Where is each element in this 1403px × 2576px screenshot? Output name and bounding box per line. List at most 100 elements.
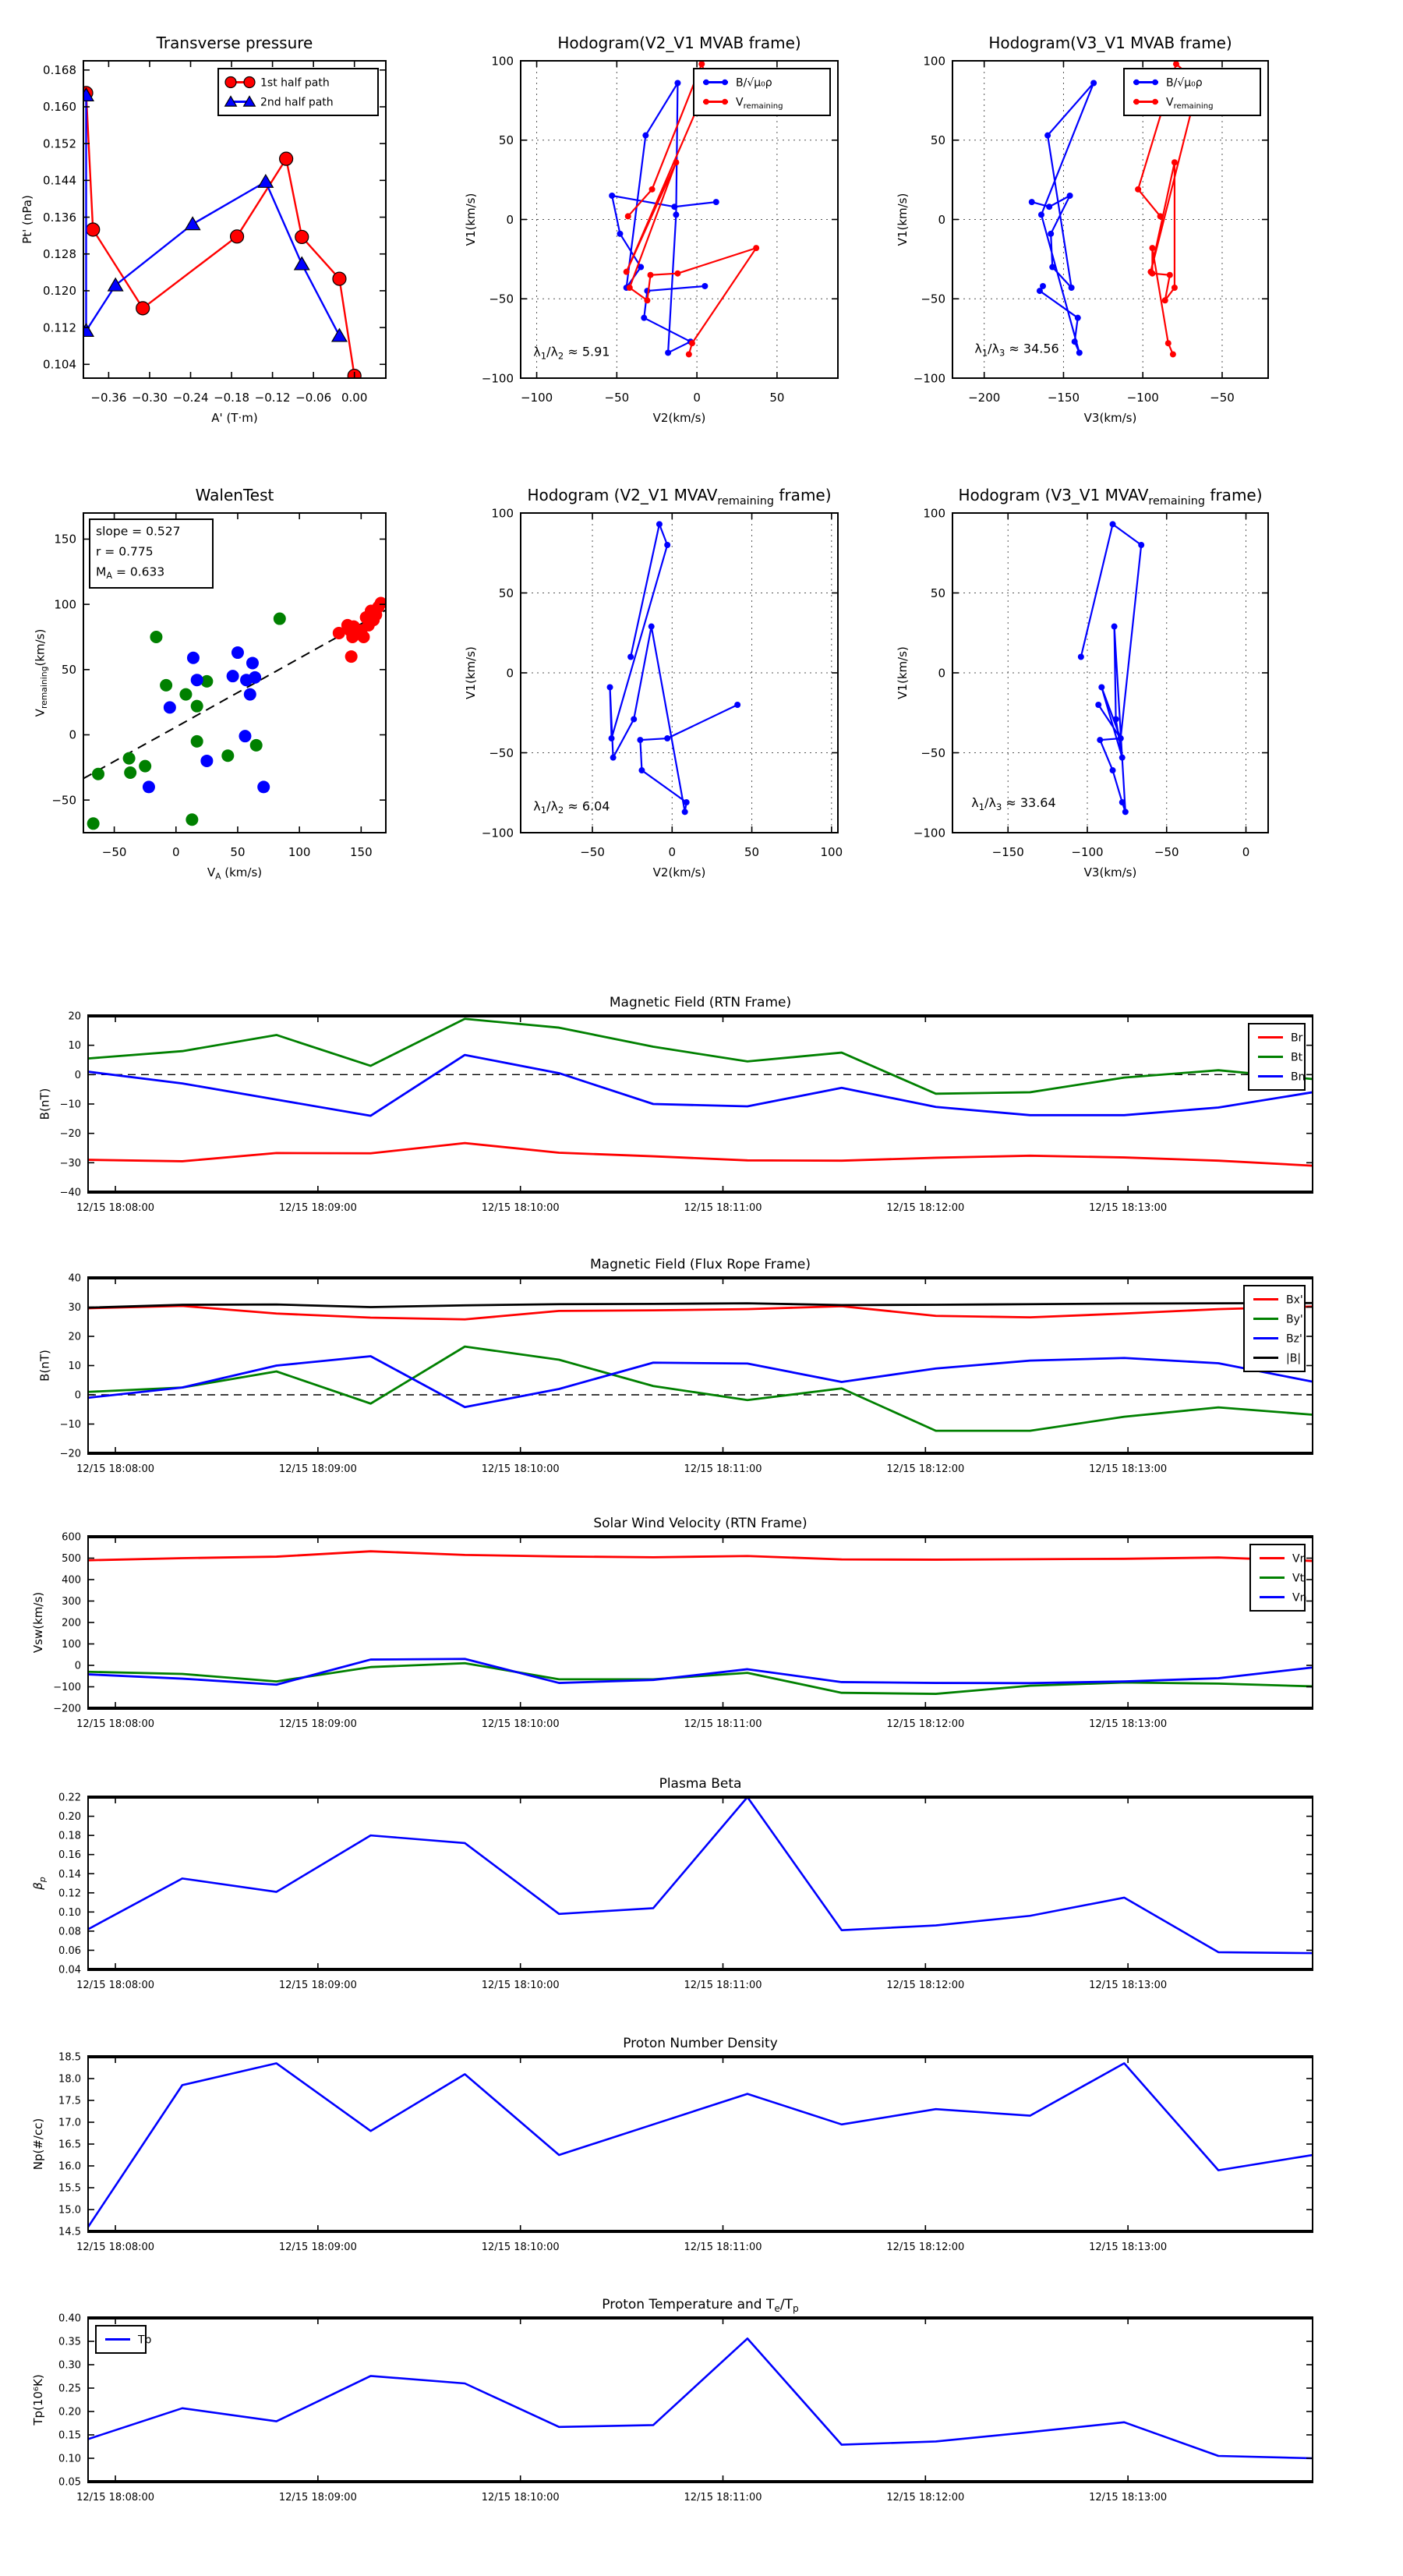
x-tick-label: 50 <box>744 845 759 859</box>
x-tick-label: −50 <box>102 845 127 859</box>
y-tick-label: 100 <box>923 54 945 68</box>
legend-marker <box>703 79 709 86</box>
data-point-scatter-green <box>249 738 263 752</box>
y-tick-label: −100 <box>53 1682 81 1693</box>
data-point-b-alfven <box>702 282 709 289</box>
data-point-scatter-blue <box>186 651 200 664</box>
y-tick-label: 0 <box>75 1390 81 1402</box>
data-point-scatter-blue <box>142 780 155 794</box>
legend-label: Bn <box>1291 1070 1305 1083</box>
legend-label: B/√μ₀ρ <box>736 76 772 89</box>
y-tick-label: 0.06 <box>58 1945 81 1957</box>
y-tick-label: 0.10 <box>58 1907 81 1919</box>
data-point-v-remaining <box>1171 159 1178 166</box>
y-tick-label: 0 <box>69 728 76 742</box>
legend-marker <box>703 98 709 105</box>
legend: B/√μ₀ρ Vremaining <box>1123 68 1261 116</box>
data-point-v-hodogram <box>1111 623 1118 630</box>
data-point-b-alfven <box>1071 338 1078 345</box>
y-tick-label: 15.0 <box>58 2205 81 2217</box>
data-point-b-alfven <box>1066 192 1073 199</box>
legend-label: Bt <box>1291 1051 1303 1063</box>
data-point-b-alfven <box>1048 230 1055 237</box>
data-point-b-alfven <box>712 199 719 206</box>
series-layer <box>88 2062 1313 2228</box>
data-point-v-hodogram <box>1095 702 1102 708</box>
data-point-v-remaining <box>1172 61 1179 68</box>
series-line-bx <box>88 1304 1313 1321</box>
data-point-b-alfven <box>1036 288 1043 295</box>
legend-marker <box>1133 98 1140 105</box>
data-point-b-alfven <box>1090 80 1097 87</box>
data-point-v-hodogram <box>1098 684 1105 691</box>
data-point-2nd-half-path <box>257 173 274 188</box>
data-point-b-alfven <box>1076 349 1083 356</box>
data-point-v-hodogram <box>1119 754 1126 761</box>
data-point-b-alfven <box>1028 199 1035 206</box>
data-point-v-hodogram <box>664 735 671 742</box>
x-tick-label: 12/15 18:09:00 <box>279 1980 357 1991</box>
y-tick-label: 0.30 <box>58 2360 81 2372</box>
x-tick-label: −50 <box>580 845 605 859</box>
data-point-scatter-green <box>87 817 100 830</box>
data-point-scatter-red <box>345 650 358 663</box>
legend-label: Bz' <box>1286 1332 1302 1345</box>
data-point-b-alfven <box>1037 211 1044 218</box>
data-point-scatter-green <box>92 767 105 780</box>
data-point-2nd-half-path <box>184 216 201 231</box>
data-point-v-hodogram <box>1109 521 1116 528</box>
series-layer <box>88 1301 1313 1432</box>
x-tick-label: 12/15 18:11:00 <box>684 1202 762 1214</box>
x-tick-label: 12/15 18:11:00 <box>684 1718 762 1730</box>
data-point-v-hodogram <box>1138 542 1145 548</box>
y-tick-label: 200 <box>62 1618 81 1629</box>
legend-label: 1st half path <box>260 76 330 89</box>
y-tick-label: −50 <box>51 793 76 807</box>
x-tick-label: 0.00 <box>341 391 367 405</box>
axes-frame <box>83 60 387 379</box>
data-point-scatter-blue <box>257 780 270 794</box>
chart-title: Transverse pressure <box>156 34 313 52</box>
x-tick-label: −50 <box>605 391 630 405</box>
y-tick-label: 0.15 <box>58 2430 81 2442</box>
y-tick-label: 500 <box>62 1553 81 1565</box>
data-point-2nd-half-path <box>330 327 348 342</box>
y-tick-label: 100 <box>491 54 514 68</box>
svg-text:V1(km/s): V1(km/s) <box>464 193 478 246</box>
x-tick-label: 12/15 18:11:00 <box>684 1463 762 1475</box>
data-point-b-alfven <box>671 203 678 211</box>
series-layer <box>606 521 741 816</box>
x-tick-label: 12/15 18:10:00 <box>482 2492 560 2503</box>
legend-label: Tp <box>137 2334 152 2346</box>
chart-hodogram-v3v1-mvav: −150 −100 −50 0 −100 −50 0 50 100 Hodogram (V3_V1… <box>896 486 1269 879</box>
y-tick-label: −10 <box>60 1099 81 1111</box>
series-line-b-alfven <box>611 82 717 354</box>
data-point-v-hodogram <box>610 754 617 761</box>
series-line-vn <box>88 1658 1313 1686</box>
chart-hodogram-v3v1-mvab: −200 −150 −100 −50 −100 −50 0 50 100 Hodogram(V3_… <box>896 34 1269 425</box>
series-line-bn <box>88 1053 1313 1117</box>
data-point-b-alfven <box>1068 285 1075 292</box>
y-tick-label: 0.104 <box>43 358 76 372</box>
data-point-v-remaining <box>623 268 630 275</box>
data-point-scatter-green <box>221 749 235 763</box>
svg-text:Np(#/cc): Np(#/cc) <box>31 2118 45 2171</box>
svg-text:Tp(10⁶K): Tp(10⁶K) <box>31 2374 45 2426</box>
y-tick-label: −50 <box>489 292 514 306</box>
x-tick-label: 12/15 18:12:00 <box>886 1463 964 1475</box>
legend-label: B/√μ₀ρ <box>1166 76 1203 89</box>
y-tick-label: 300 <box>62 1596 81 1608</box>
x-axis-label: A' (T·m) <box>211 411 257 425</box>
data-point-scatter-blue <box>200 754 214 767</box>
svg-text:V1(km/s): V1(km/s) <box>896 193 910 246</box>
y-tick-label: −100 <box>914 371 945 385</box>
x-tick-label: 0 <box>693 391 701 405</box>
y-tick-label: 0.136 <box>43 211 76 225</box>
y-tick-label: 0.16 <box>58 1849 81 1861</box>
data-point-scatter-blue <box>239 730 252 743</box>
y-tick-label: 0.05 <box>58 2477 81 2489</box>
series-layer <box>87 596 386 830</box>
data-point-v-remaining <box>1171 285 1178 292</box>
y-axis-label: Pt' (nPa) <box>20 195 34 244</box>
data-point-scatter-blue <box>190 674 203 687</box>
